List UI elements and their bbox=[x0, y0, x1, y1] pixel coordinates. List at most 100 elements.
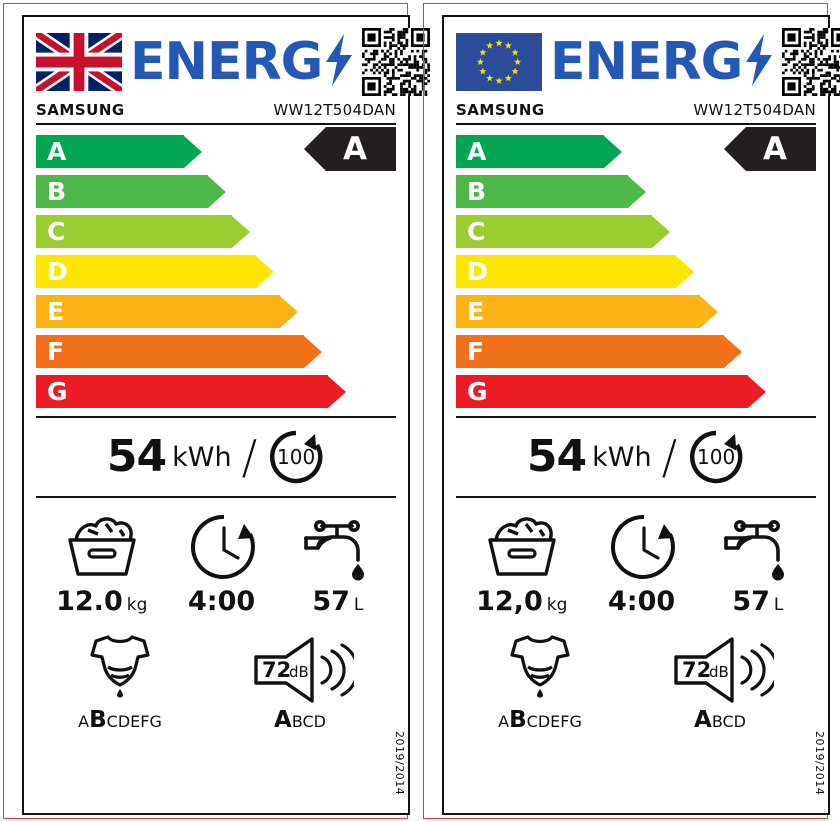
spin-class-scale: ABCDEFG bbox=[78, 707, 162, 733]
scale-bar-e: E bbox=[36, 295, 396, 328]
spin-suffix: CDEFG bbox=[526, 712, 582, 731]
badge-arrow-icon bbox=[304, 127, 326, 171]
spin-drying-class: ABCDEFG bbox=[78, 631, 162, 733]
model-number: WW12T504DAN bbox=[273, 101, 396, 119]
scale-bar-a: A bbox=[36, 135, 396, 168]
scale-bar-letter: B bbox=[467, 177, 487, 206]
pictogram-unit: L bbox=[353, 595, 364, 615]
pictogram-laundry-basket: 12.0 kg bbox=[56, 510, 147, 615]
cycles-icon: 100 bbox=[267, 428, 325, 486]
energy-consumption: 54 kWh / 100 bbox=[36, 418, 396, 496]
pictogram-value: 12,0 bbox=[476, 586, 543, 617]
pictogram-value: 57 bbox=[312, 586, 350, 617]
pictogram-water-tap: 57 L bbox=[720, 510, 796, 615]
lightning-bolt-icon bbox=[744, 34, 774, 90]
scale-bar-letter: G bbox=[467, 377, 488, 406]
label-header: ENERG bbox=[36, 25, 431, 99]
svg-text:dB: dB bbox=[289, 663, 309, 681]
scale-bar-letter: B bbox=[47, 177, 67, 206]
energy-wordmark: ENERG bbox=[550, 34, 774, 90]
energy-unit: kWh bbox=[592, 441, 652, 473]
scale-bar-letter: C bbox=[467, 217, 486, 246]
pictogram-row-secondary: ABCDEFG 72 dB ABCD bbox=[36, 631, 396, 733]
regulation-reference: 2019/2014 bbox=[393, 730, 406, 795]
scale-bar-letter: E bbox=[467, 297, 485, 326]
label-header: ENERG bbox=[456, 25, 840, 99]
pictogram-unit: kg bbox=[546, 595, 568, 615]
noise-suffix: BCD bbox=[291, 712, 326, 731]
energy-value: 54 bbox=[526, 431, 587, 482]
scale-bar-letter: A bbox=[47, 137, 67, 166]
laundry-basket-icon bbox=[478, 510, 566, 582]
energy-class-badge: A bbox=[724, 127, 816, 171]
scale-bar-letter: A bbox=[467, 137, 487, 166]
pictogram-value: 4:00 bbox=[608, 586, 676, 617]
scale-bar-d: D bbox=[36, 255, 396, 288]
spin-rating: B bbox=[89, 707, 107, 733]
scale-bar-a: A bbox=[456, 135, 816, 168]
pictogram-unit: kg bbox=[126, 595, 148, 615]
pictogram-clock: 4:00 bbox=[188, 510, 260, 615]
pictogram-row-primary: 12.0 kg 4:00 57 L bbox=[36, 510, 396, 615]
energy-label: ENERG SAMSUNG WW12T504DAN A B C D E F G A 54 kWh/100… bbox=[22, 15, 431, 815]
energy-unit: kWh bbox=[172, 441, 232, 473]
cycles-value: 100 bbox=[697, 445, 736, 469]
scale-bar-c: C bbox=[36, 215, 396, 248]
noise-rating: A bbox=[694, 707, 712, 733]
divider-top bbox=[456, 416, 816, 418]
qr-code[interactable] bbox=[782, 28, 840, 96]
clock-icon bbox=[188, 510, 260, 582]
noise-class-scale: ABCD bbox=[694, 707, 746, 733]
spin-prefix: A bbox=[498, 712, 510, 731]
qr-code[interactable] bbox=[362, 28, 431, 96]
energy-word: ENERG bbox=[130, 32, 323, 92]
noise-class: 72 dB ABCD bbox=[246, 631, 354, 733]
energy-separator: / bbox=[241, 430, 258, 484]
spin-class-scale: ABCDEFG bbox=[498, 707, 582, 733]
pictogram-section: 12.0 kg 4:00 57 L ABCDEFG 72 dB ABCD bbox=[36, 498, 396, 733]
divider-bottom bbox=[36, 496, 396, 498]
energy-label: ENERG SAMSUNG WW12T504DAN A B C D E F G A 54 kWh/100… bbox=[442, 15, 840, 815]
speaker-icon: 72 dB bbox=[666, 631, 774, 703]
noise-class-scale: ABCD bbox=[274, 707, 326, 733]
spin-drying-icon bbox=[498, 631, 582, 703]
energy-consumption: 54 kWh / 100 bbox=[456, 418, 816, 496]
divider-top bbox=[36, 416, 396, 418]
energy-separator: / bbox=[661, 430, 678, 484]
scale-bar-letter: D bbox=[47, 257, 68, 286]
energy-word: ENERG bbox=[550, 32, 743, 92]
divider-bottom bbox=[456, 496, 816, 498]
noise-suffix: BCD bbox=[711, 712, 746, 731]
laundry-basket-icon bbox=[58, 510, 146, 582]
energy-class-letter: A bbox=[343, 130, 367, 167]
pictogram-value: 12.0 bbox=[56, 586, 123, 617]
energy-label-panel-eu: ENERG SAMSUNG WW12T504DAN A B C D E F G A 54 kWh/100… bbox=[420, 0, 840, 822]
scale-bar-letter: G bbox=[47, 377, 68, 406]
scale-bar-d: D bbox=[456, 255, 816, 288]
pictogram-row-primary: 12,0 kg 4:00 57 L bbox=[456, 510, 816, 615]
cycles-value: 100 bbox=[277, 445, 316, 469]
eu-flag bbox=[456, 33, 542, 91]
badge-arrow-icon bbox=[724, 127, 746, 171]
energy-value: 54 bbox=[106, 431, 167, 482]
speaker-icon: 72 dB bbox=[246, 631, 354, 703]
noise-rating: A bbox=[274, 707, 292, 733]
energy-class-letter: A bbox=[763, 130, 787, 167]
scale-bar-letter: F bbox=[467, 337, 485, 366]
scale-bar-e: E bbox=[456, 295, 816, 328]
scale-bar-b: B bbox=[36, 175, 396, 208]
pictogram-water-tap: 57 L bbox=[300, 510, 376, 615]
scale-bar-b: B bbox=[456, 175, 816, 208]
svg-text:dB: dB bbox=[709, 663, 729, 681]
pictogram-value: 57 bbox=[732, 586, 770, 617]
pictogram-laundry-basket: 12,0 kg bbox=[476, 510, 567, 615]
scale-bar-g: G bbox=[456, 375, 816, 408]
brand-model-row: SAMSUNG WW12T504DAN bbox=[456, 101, 816, 125]
cycles-icon: 100 bbox=[687, 428, 745, 486]
scale-bar-f: F bbox=[36, 335, 396, 368]
brand-name: SAMSUNG bbox=[456, 101, 545, 119]
brand-name: SAMSUNG bbox=[36, 101, 125, 119]
